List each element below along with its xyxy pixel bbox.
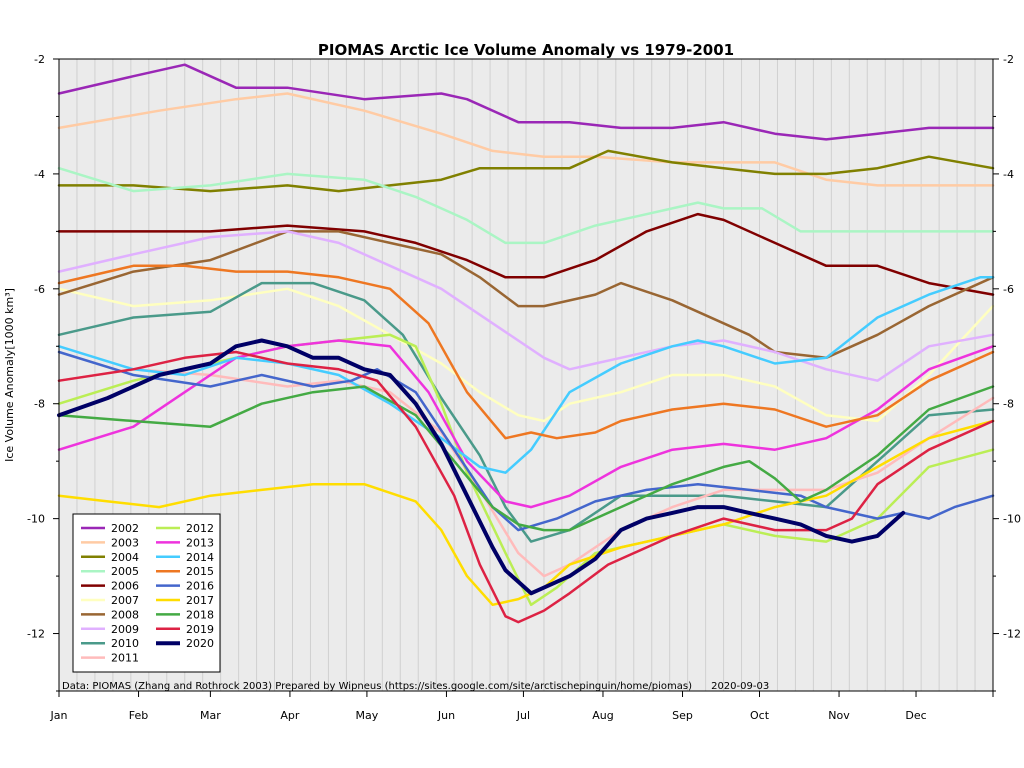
y-tick-label: -2 [34,53,45,66]
legend-label-2009: 2009 [111,623,139,636]
y-tick-label: -12 [27,628,45,641]
legend-label-2019: 2019 [186,623,214,636]
x-tick-label: Jan [50,709,68,722]
legend-label-2003: 2003 [111,536,139,549]
y-tick-label: -8 [1003,398,1014,411]
legend-label-2002: 2002 [111,522,139,535]
x-tick-label: Oct [750,709,770,722]
x-tick-label: Nov [828,709,850,722]
source-note: Data: PIOMAS (Zhang and Rothrock 2003) P… [62,681,769,692]
legend-label-2006: 2006 [111,580,139,593]
y-tick-label: -6 [34,283,45,296]
series-line-2019 [57,350,995,624]
series-line-2006 [57,212,995,296]
x-tick-label: Aug [592,709,613,722]
legend-label-2014: 2014 [186,551,214,564]
y-axis-right: -2 -4 -6 -8 -10 -12 [993,53,1021,692]
legend-label-2004: 2004 [111,551,139,564]
series-line-2008 [57,230,995,360]
x-tick-label: Mar [200,709,221,722]
legend-label-2020: 2020 [186,637,214,650]
legend-label-2016: 2016 [186,580,214,593]
series-lines [57,63,995,624]
x-tick-label: Apr [280,709,300,722]
x-tick-label: Jun [437,709,455,722]
legend-label-2007: 2007 [111,594,139,607]
y-tick-label: -2 [1003,53,1014,66]
x-tick-label: Dec [905,709,926,722]
series-line-2005 [57,166,995,245]
series-line-2015 [57,264,995,440]
legend-label-2017: 2017 [186,594,214,607]
legend-label-2018: 2018 [186,608,214,621]
legend-label-2012: 2012 [186,522,214,535]
legend-box [72,513,221,673]
series-line-2007 [57,287,995,423]
y-tick-label: -8 [34,398,45,411]
y-axis-label: Ice Volume Anomaly[1000 km³] [3,288,16,462]
legend-label-2010: 2010 [111,637,139,650]
series-line-2002 [57,63,995,141]
x-tick-label: Jul [516,709,530,722]
y-tick-label: -10 [1003,513,1021,526]
chart-title: PIOMAS Arctic Ice Volume Anomaly vs 1979… [318,41,734,59]
y-tick-label: -12 [1003,628,1021,641]
series-line-2013 [57,339,995,509]
x-tick-label: May [356,709,379,722]
y-axis-left: -2 -4 -6 -8 -10 -12 [27,53,59,692]
y-tick-label: -4 [1003,168,1014,181]
legend-label-2008: 2008 [111,608,139,621]
legend-label-2005: 2005 [111,565,139,578]
y-tick-label: -10 [27,513,45,526]
series-line-2014 [57,276,995,474]
x-tick-label: Sep [672,709,693,722]
grid-lines [58,59,994,691]
plot-frame [58,58,994,692]
series-line-2003 [57,92,995,187]
y-tick-label: -6 [1003,283,1014,296]
legend-label-2013: 2013 [186,536,214,549]
x-tick-label: Feb [129,709,148,722]
series-line-2009 [57,230,995,382]
legend-label-2015: 2015 [186,565,214,578]
series-line-2016 [57,350,995,532]
series-line-2004 [57,149,995,193]
legend-label-2011: 2011 [111,652,139,665]
series-line-2018 [57,385,995,532]
series-line-2020 [57,338,906,596]
y-tick-label: -4 [34,168,45,181]
x-axis: Jan Feb Mar Apr May Jun Jul Aug Sep Oct Nov Dec [50,691,994,722]
